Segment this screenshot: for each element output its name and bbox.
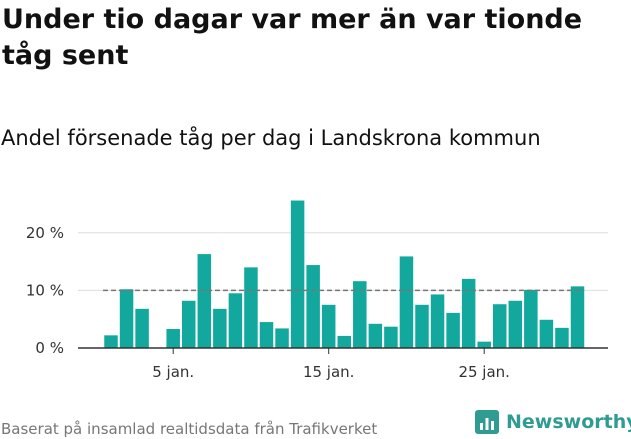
bar (337, 335, 351, 348)
bar (259, 322, 274, 348)
y-tick-label: 20 % (26, 224, 64, 242)
y-tick-label: 10 % (26, 281, 64, 299)
bar (555, 327, 569, 348)
bar (104, 335, 118, 348)
bar (493, 304, 507, 348)
bar (539, 319, 554, 348)
bar (244, 267, 258, 348)
chart-subtitle: Andel försenade tåg per dag i Landskrona… (1, 126, 541, 150)
bar (213, 308, 227, 348)
bar (275, 328, 289, 348)
bar (415, 304, 429, 348)
bar (430, 294, 445, 348)
bar (353, 281, 367, 348)
x-tick-label: 15 jan. (303, 363, 355, 381)
bar (119, 289, 134, 348)
y-tick-label: 0 % (35, 339, 64, 357)
bar (228, 293, 243, 348)
bar (570, 286, 585, 348)
bar (368, 323, 383, 348)
bar (384, 326, 398, 348)
bar (290, 200, 305, 348)
bar (477, 341, 491, 348)
bar (182, 300, 196, 348)
bar-chart: 0 % 10 % 20 % 5 jan. 15 jan. 25 jan. (26, 200, 608, 381)
bar (135, 308, 149, 348)
x-tick-label: 25 jan. (458, 363, 510, 381)
bar (524, 289, 538, 348)
bar (306, 265, 320, 348)
newsworthy-logo[interactable]: Newsworthy (474, 407, 631, 437)
bar (197, 254, 212, 348)
bar (446, 312, 460, 348)
source-note: Baserat på insamlad realtidsdata från Tr… (1, 420, 378, 438)
x-tick-label: 5 jan. (152, 363, 194, 381)
bar (321, 304, 336, 348)
newsworthy-logo-icon (475, 410, 499, 434)
chart-title: Under tio dagar var mer än var tionde tå… (2, 4, 583, 71)
bar (508, 300, 523, 348)
bar (166, 328, 180, 348)
bar (461, 278, 476, 348)
bar (399, 256, 414, 348)
logo-text: Newsworthy (506, 411, 631, 433)
